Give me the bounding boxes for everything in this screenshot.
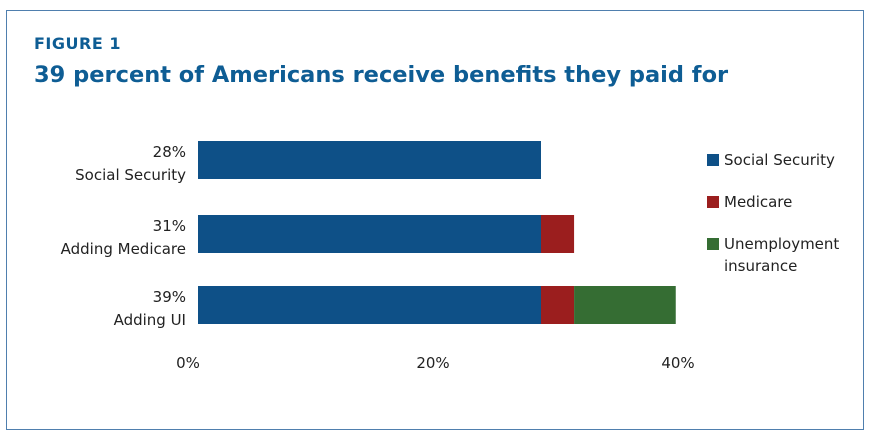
figure-title: 39 percent of Americans receive benefits… (34, 62, 729, 88)
bar-category-label: Social Security (75, 166, 186, 184)
bar-segment (198, 141, 541, 179)
bar-category-label: Adding Medicare (61, 240, 186, 258)
legend-item: Medicare (707, 191, 867, 213)
chart-legend: Social Security Medicare Unemployment insu… (707, 149, 867, 297)
legend-swatch (707, 238, 719, 250)
legend-swatch (707, 196, 719, 208)
bar-category-label: Adding UI (114, 311, 186, 329)
x-tick-label: 40% (661, 354, 694, 372)
x-tick-label: 20% (416, 354, 449, 372)
legend-label: Social Security (724, 151, 835, 169)
figure-label: FIGURE 1 (34, 34, 121, 53)
legend-item: Social Security (707, 149, 867, 171)
bar-value-label: 39% (153, 288, 186, 306)
bar-segment (198, 286, 541, 324)
x-tick-label: 0% (176, 354, 200, 372)
bar-segment (198, 215, 541, 253)
bar-value-label: 28% (153, 143, 186, 161)
legend-item: Unemployment insurance (707, 233, 867, 277)
legend-label: Unemployment insurance (724, 235, 840, 275)
bar-value-label: 31% (153, 217, 186, 235)
bar-segment (574, 286, 676, 324)
legend-swatch (707, 154, 719, 166)
legend-label: Medicare (724, 193, 793, 211)
bar-segment (541, 286, 575, 324)
bar-segment (541, 215, 575, 253)
